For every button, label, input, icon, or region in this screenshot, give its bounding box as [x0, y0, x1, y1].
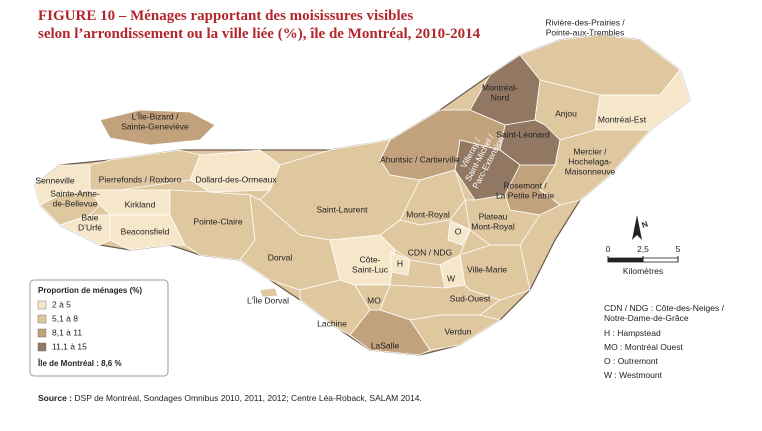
- region-label: MO: [367, 295, 381, 305]
- region-label: Montréal-: [482, 82, 518, 92]
- title-line: FIGURE 10 – Ménages rapportant des moisi…: [38, 8, 413, 24]
- region-label: de-Bellevue: [53, 198, 98, 208]
- scale-bar: 0 2,5 5 Kilomètres: [606, 244, 681, 276]
- north-arrow: N: [632, 215, 649, 240]
- region-label: Côte-: [360, 254, 381, 264]
- legend-box: [29, 279, 169, 377]
- source: Source : DSP de Montréal, Sondages Omnib…: [38, 393, 422, 403]
- source-label: Source :: [38, 393, 72, 403]
- region: [389, 251, 411, 276]
- region-label: Mont-Royal: [471, 221, 515, 231]
- region-label: Sainte-Anne-: [50, 188, 100, 198]
- region-label: LaSalle: [371, 340, 400, 350]
- legend-label: 5,1 à 8: [52, 313, 78, 323]
- region-label: Anjou: [555, 108, 577, 118]
- legend-swatch: [37, 328, 47, 338]
- region: [259, 287, 279, 298]
- region-label: Rivière-des-Prairies /: [545, 17, 625, 27]
- region: [447, 221, 471, 246]
- region-label: Ville-Marie: [467, 264, 507, 274]
- region-label: Saint-Léonard: [496, 129, 550, 139]
- region-label: Sud-Ouest: [450, 293, 491, 303]
- region-label: Maisonneuve: [565, 166, 616, 176]
- region-label: CDN / NDG: [408, 247, 452, 257]
- abbreviation: CDN / NDG : Côte-des-Neiges /: [604, 303, 725, 313]
- region-label: Saint-Laurent: [316, 204, 368, 214]
- region-label: Baie: [81, 212, 98, 222]
- scale-tick-label: 5: [676, 244, 681, 254]
- source-text: DSP de Montréal, Sondages Omnibus 2010, …: [74, 393, 421, 403]
- legend-note: Île de Montréal : 8,6 %: [37, 359, 122, 368]
- region-label: Dorval: [268, 252, 293, 262]
- scale-unit: Kilomètres: [623, 266, 663, 276]
- region-label: Mont-Royal: [406, 209, 450, 219]
- legend-items: 2 à 5 5,1 à 8 8,1 à 11 11,1 à 15: [37, 299, 87, 352]
- region-label: Kirkland: [125, 199, 156, 209]
- region-label: Ahuntsic / Cartierville: [380, 154, 460, 164]
- legend-title: Proportion de ménages (%): [38, 286, 142, 295]
- region-label: Beaconsfield: [121, 226, 170, 236]
- map: Rivière-des-Prairies /Pointe-aux-Tremble…: [34, 17, 691, 356]
- region-label: Plateau: [479, 211, 508, 221]
- abbreviation: H : Hampstead: [604, 328, 661, 338]
- region-label: Pierrefonds / Roxboro: [99, 174, 182, 184]
- region-label: Pointe-Claire: [193, 216, 242, 226]
- scale-tick-label: 0: [606, 244, 611, 254]
- region-label: Rosemont /: [503, 180, 547, 190]
- north-label: N: [641, 219, 650, 230]
- region-label: Mercier /: [573, 146, 607, 156]
- abbreviation: Notre-Dame-de-Grâce: [604, 313, 689, 323]
- north-arrow-shape: [632, 215, 642, 240]
- region-label: Sainte-Geneviève: [121, 121, 189, 131]
- region-label: L’Île Dorval: [247, 295, 289, 305]
- title-line: selon l’arrondissement ou la ville liée …: [38, 26, 481, 42]
- region: [349, 309, 431, 356]
- region-label: Nord: [491, 92, 510, 102]
- region: [189, 149, 281, 193]
- region-label: H: [397, 258, 403, 268]
- abbreviations: CDN / NDG : Côte-des-Neiges /Notre-Dame-…: [604, 303, 725, 380]
- region-label: Hochelaga-: [568, 156, 612, 166]
- abbreviation: W : Westmount: [604, 370, 663, 380]
- legend-label: 8,1 à 11: [52, 327, 82, 337]
- legend-swatch: [37, 314, 47, 324]
- legend-label: 11,1 à 15: [52, 341, 87, 351]
- scale-bar-fill: [608, 258, 643, 262]
- scale-tick-label: 2,5: [637, 244, 649, 254]
- region-label: D’Urfé: [78, 222, 102, 232]
- region-label: W: [447, 273, 455, 283]
- region-label: Dollard-des-Ormeaux: [195, 174, 277, 184]
- abbreviation: MO : Montréal Ouest: [604, 342, 684, 352]
- region-label: Lachine: [317, 318, 347, 328]
- region-label: Verdun: [445, 326, 472, 336]
- region-label: O: [455, 226, 462, 236]
- region-label: Pointe-aux-Trembles: [546, 27, 625, 37]
- legend-swatch: [37, 300, 47, 310]
- region: [464, 194, 541, 246]
- legend-swatch: [37, 342, 47, 352]
- region-label: La Petite Patrie: [496, 190, 554, 200]
- abbreviation: O : Outremont: [604, 356, 658, 366]
- region: [99, 109, 216, 146]
- region-label: Senneville: [35, 175, 74, 185]
- region-label: L’Île-Bizard /: [132, 111, 179, 121]
- region: [379, 219, 471, 266]
- legend-label: 2 à 5: [52, 299, 71, 309]
- region-label: Saint-Luc: [352, 264, 389, 274]
- region-label: Montréal-Est: [598, 114, 647, 124]
- legend: Proportion de ménages (%) 2 à 5 5,1 à 8 8,…: [29, 279, 169, 377]
